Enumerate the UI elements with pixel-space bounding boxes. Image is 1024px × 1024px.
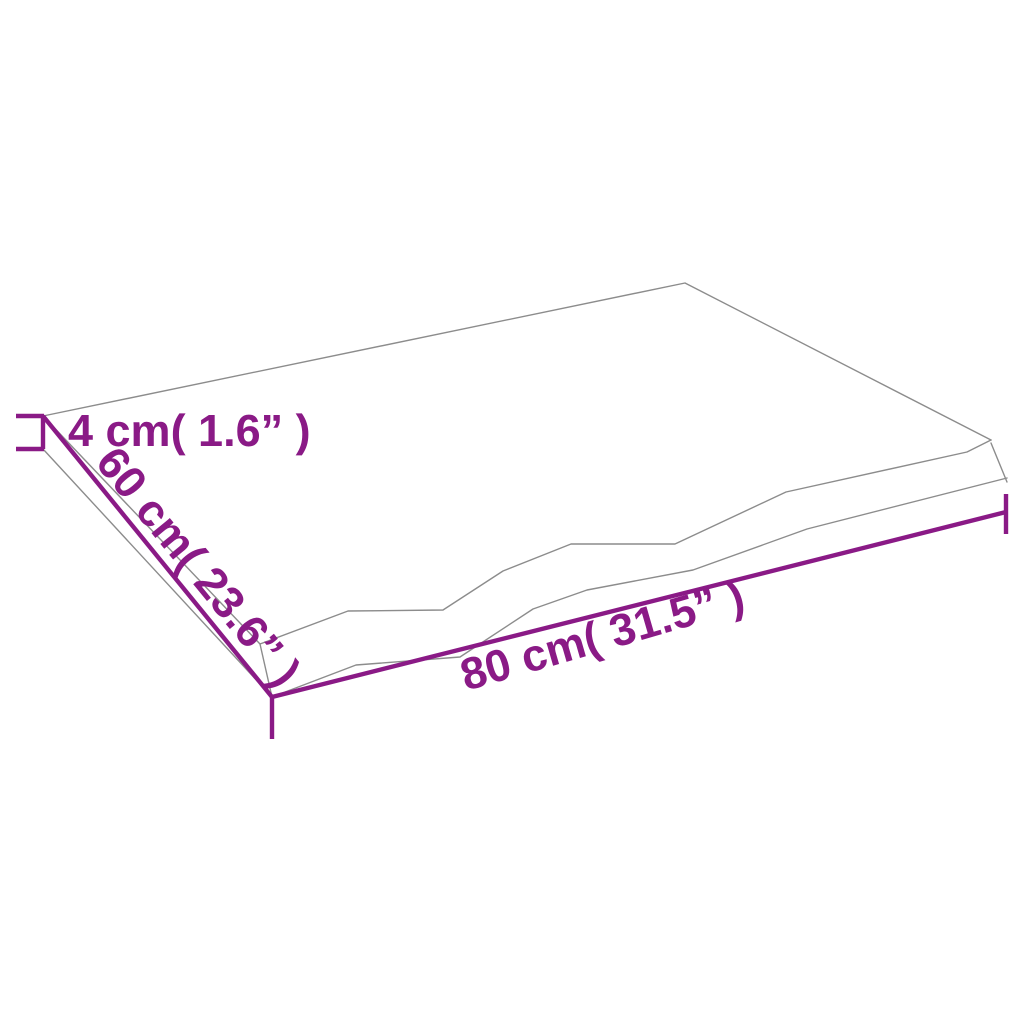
svg-text:80 cm( 31.5” ): 80 cm( 31.5” )	[455, 570, 750, 701]
svg-text:60 cm( 23.6” ): 60 cm( 23.6” )	[86, 437, 311, 696]
svg-text:4 cm( 1.6” ): 4 cm( 1.6” )	[68, 405, 311, 456]
